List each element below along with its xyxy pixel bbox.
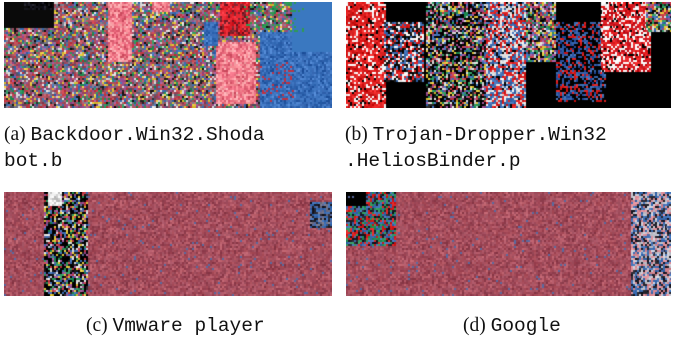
caption-b-name-line2: .HeliosBinder.p [345, 150, 521, 172]
caption-a-name-line2: bot.b [4, 150, 63, 172]
caption-a-label: (a) [4, 124, 26, 145]
caption-c-name: Vmware player [112, 315, 265, 337]
byteplot-b [346, 2, 671, 108]
caption-b-name-line1: Trojan-Dropper.Win32 [372, 124, 607, 146]
caption-b: (b) Trojan-Dropper.Win32 .HeliosBinder.p [345, 122, 607, 174]
caption-c-label: (c) [86, 315, 108, 336]
byteplot-c [4, 192, 332, 296]
caption-a: (a) Backdoor.Win32.Shoda bot.b [4, 122, 265, 174]
byteplot-d [346, 192, 671, 296]
caption-b-label: (b) [345, 124, 368, 145]
byteplot-a [4, 2, 332, 108]
panel-c-image [4, 192, 332, 296]
caption-d-label: (d) [463, 315, 486, 336]
caption-d-name: Google [490, 315, 561, 337]
panel-a-image [4, 2, 332, 108]
caption-d: (d) Google [463, 313, 561, 339]
panel-b-image [346, 2, 671, 108]
caption-a-name-line1: Backdoor.Win32.Shoda [30, 124, 265, 146]
caption-c: (c) Vmware player [86, 313, 265, 339]
panel-d-image [346, 192, 671, 296]
